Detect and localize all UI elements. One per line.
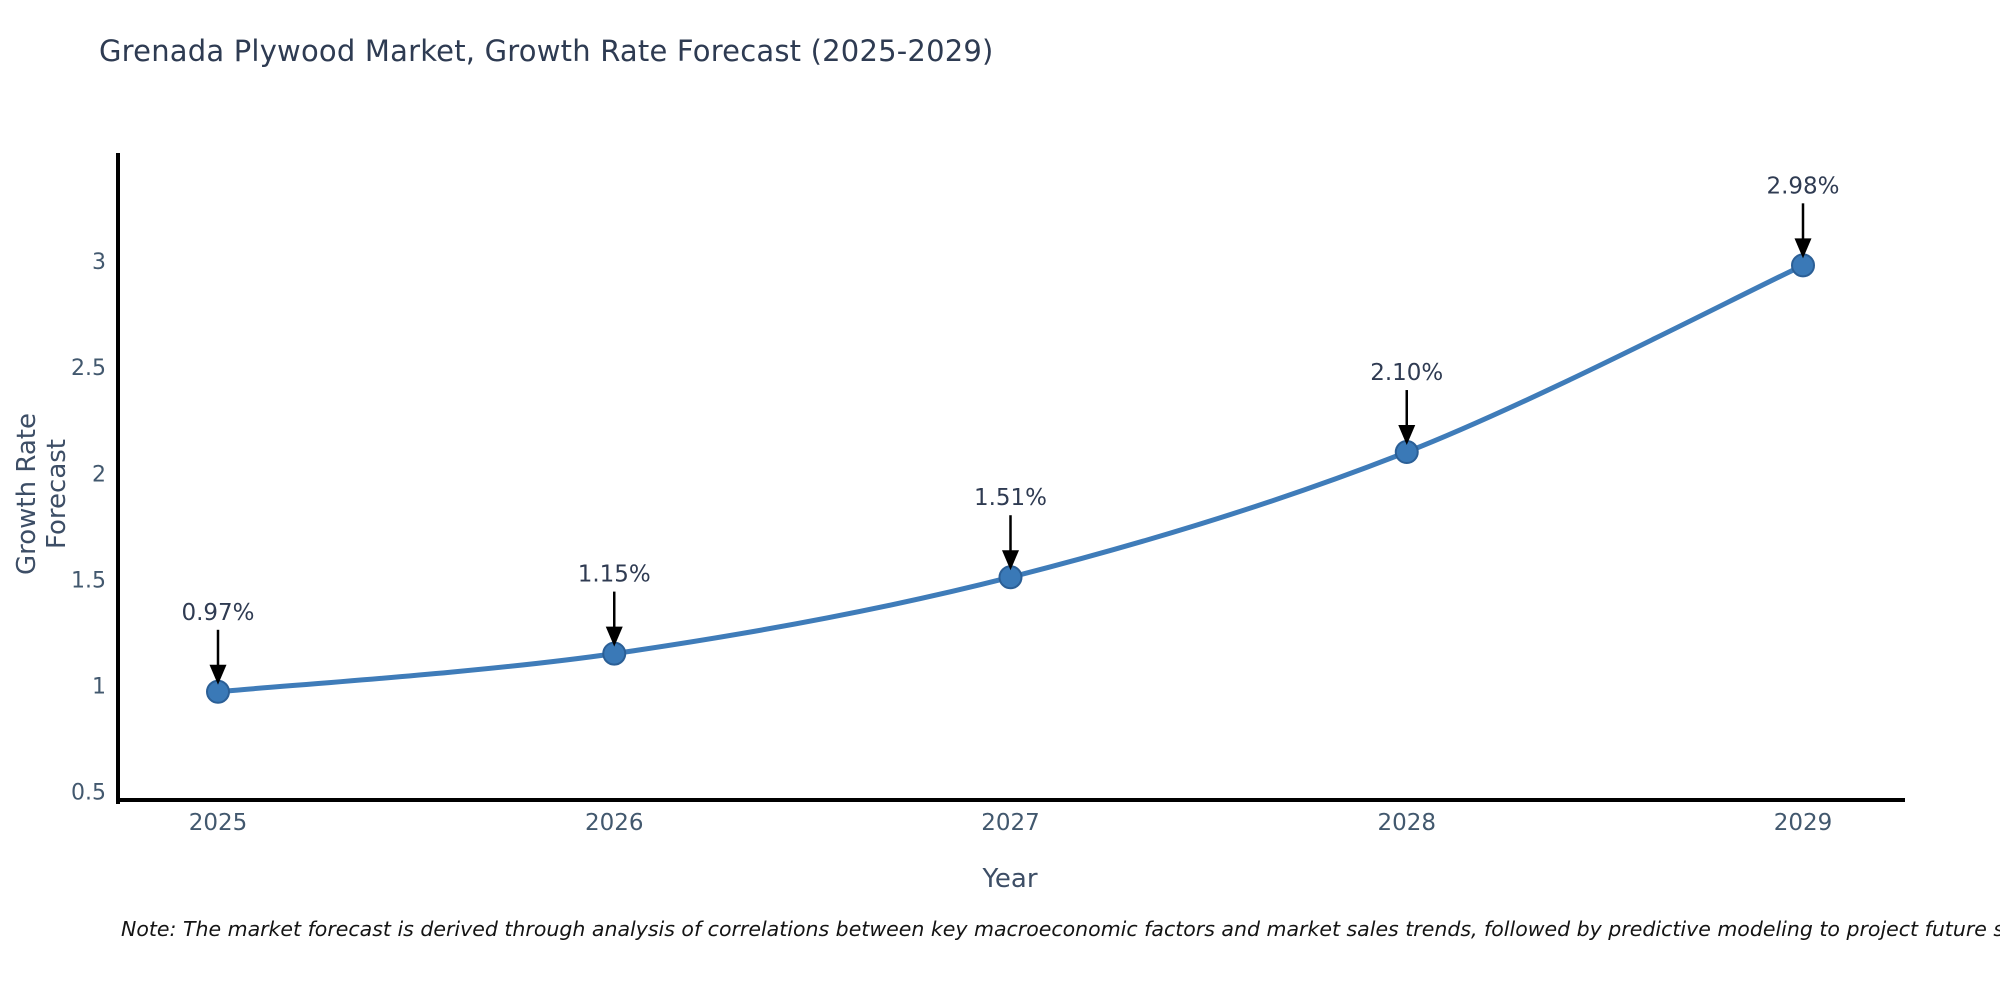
y-tick-label: 1.5 — [71, 568, 106, 593]
y-tick-label: 0.5 — [71, 781, 106, 806]
annotation-label: 2.98% — [1766, 173, 1839, 199]
annotation-arrowhead — [1794, 238, 1812, 259]
x-tick-label: 2026 — [585, 810, 644, 836]
x-axis-title: Year — [982, 864, 1038, 894]
annotation-label: 2.10% — [1370, 360, 1443, 386]
annotation-label: 1.15% — [578, 562, 651, 588]
x-tick-label: 2029 — [1774, 810, 1833, 836]
annotation-arrowhead — [1002, 550, 1019, 571]
y-tick-label: 1 — [92, 674, 106, 699]
x-tick-label: 2027 — [981, 810, 1040, 836]
annotation-arrowhead — [605, 626, 623, 647]
annotation-label: 1.51% — [974, 485, 1047, 511]
y-tick-label: 2.5 — [71, 356, 106, 381]
chart-title: Grenada Plywood Market, Growth Rate Fore… — [99, 34, 994, 68]
y-tick-label: 2 — [92, 462, 106, 487]
forecast-line — [215, 262, 1806, 695]
annotation-arrowhead — [1398, 425, 1416, 446]
y-tick-label: 3 — [92, 250, 106, 275]
x-tick-label: 2025 — [189, 810, 248, 836]
y-axis-spine — [116, 153, 120, 804]
annotation-label: 0.97% — [181, 600, 254, 626]
annotation-arrowhead — [209, 664, 227, 685]
footnote: Note: The market forecast is derived thr… — [121, 917, 2000, 941]
x-axis-spine — [116, 798, 1905, 802]
x-tick-label: 2028 — [1377, 810, 1436, 836]
